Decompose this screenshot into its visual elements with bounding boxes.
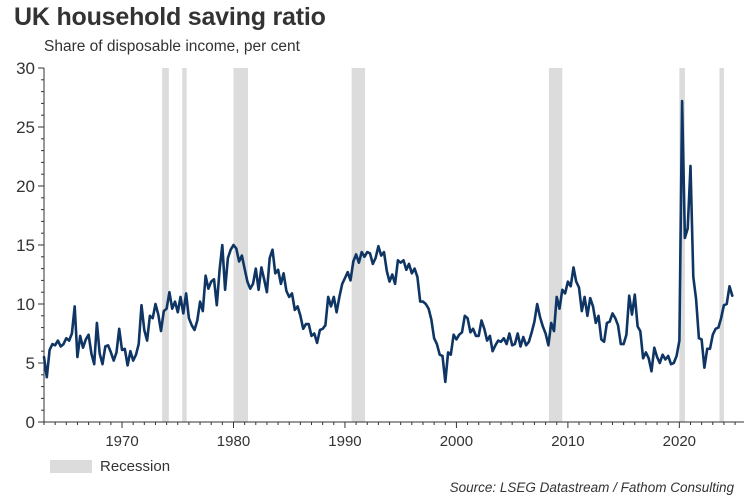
saving-ratio-line xyxy=(42,99,734,384)
recession-legend-label: Recession xyxy=(100,458,171,475)
y-tick-label: 25 xyxy=(16,118,35,137)
y-tick-label: 15 xyxy=(16,236,35,255)
recession-band-5 xyxy=(548,68,563,422)
x-tick-label: 2010 xyxy=(551,433,584,450)
y-tick-label: 5 xyxy=(26,354,35,373)
recession-legend-swatch xyxy=(50,460,92,473)
y-tick-label: 10 xyxy=(16,295,35,314)
x-tick-label: 2000 xyxy=(440,433,473,450)
chart-subtitle: Share of disposable income, per cent xyxy=(44,38,300,55)
y-tick-label: 0 xyxy=(26,413,35,432)
recession-band-2 xyxy=(182,68,187,422)
y-tick-label: 30 xyxy=(16,59,35,78)
source-note: Source: LSEG Datastream / Fathom Consult… xyxy=(449,480,734,495)
recession-band-4 xyxy=(351,68,366,422)
axes: 0 5 10 15 20 25 30 1970 1980 1990 2000 2010 2020 xyxy=(16,59,744,450)
legend: Recession xyxy=(50,458,170,475)
recession-bands xyxy=(162,68,724,422)
x-tick-label: 1980 xyxy=(217,433,250,450)
x-tick-label: 1970 xyxy=(105,433,138,450)
series xyxy=(42,99,734,384)
y-tick-label: 20 xyxy=(16,177,35,196)
x-tick-label: 1990 xyxy=(328,433,361,450)
chart-title: UK household saving ratio xyxy=(14,3,326,31)
x-tick-label: 2020 xyxy=(663,433,696,450)
recession-band-7 xyxy=(719,68,724,422)
recession-band-3 xyxy=(233,68,248,422)
recession-band-1 xyxy=(162,68,169,422)
recession-band-6 xyxy=(679,68,685,422)
